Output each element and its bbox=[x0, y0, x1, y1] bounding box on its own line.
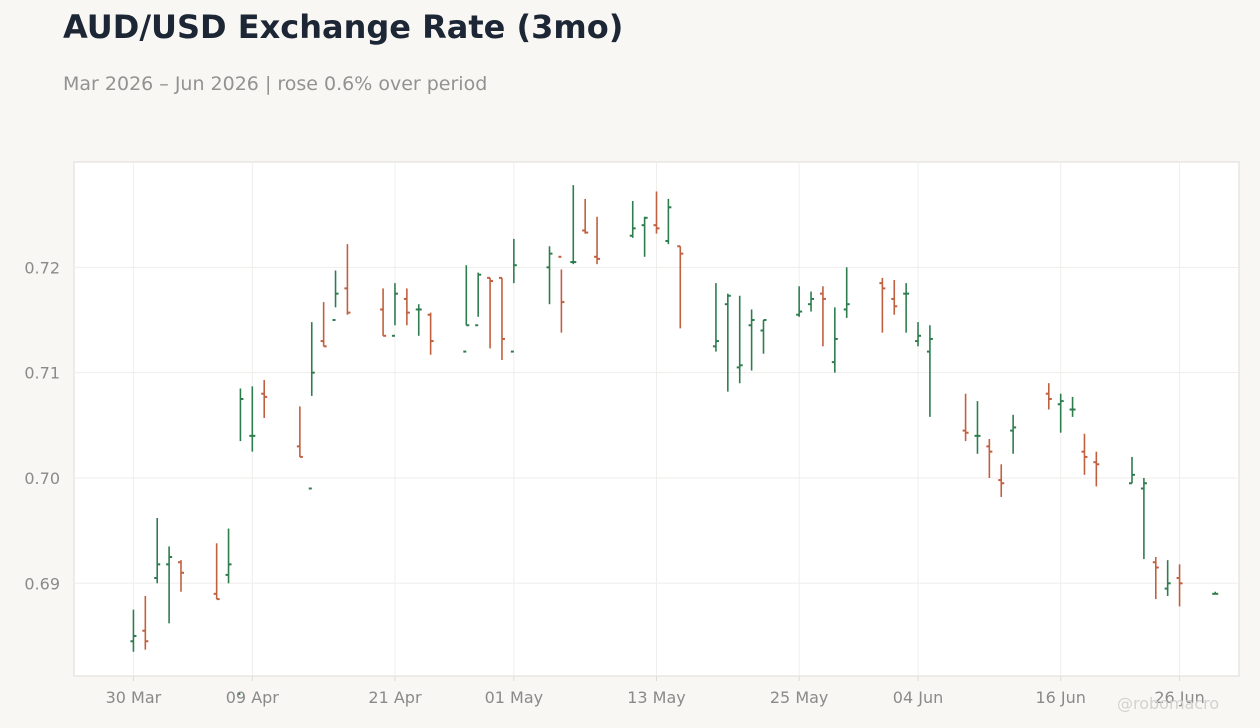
ohlc-bar bbox=[1045, 383, 1052, 410]
ohlc-bar bbox=[130, 609, 137, 652]
ohlc-bar bbox=[558, 255, 565, 333]
ohlc-bar bbox=[1057, 393, 1064, 433]
ohlc-bar bbox=[582, 198, 589, 234]
ohlc-bar bbox=[1069, 396, 1076, 417]
ohlc-bar bbox=[463, 265, 470, 353]
ohlc-bar bbox=[677, 245, 684, 329]
ohlc-bar bbox=[237, 388, 244, 695]
ohlc-bar bbox=[344, 244, 351, 315]
ohlc-bar bbox=[261, 380, 268, 418]
ohlc-bar bbox=[1152, 556, 1159, 600]
ohlc-bar bbox=[926, 325, 933, 417]
ohlc-bar bbox=[1164, 560, 1171, 596]
ohlc-bar bbox=[986, 439, 993, 478]
ohlc-bar bbox=[415, 304, 422, 336]
ohlc-bar bbox=[629, 200, 636, 238]
ohlc-bar bbox=[213, 543, 220, 601]
ohlc-bar bbox=[142, 595, 149, 650]
ohlc-bars bbox=[130, 185, 1219, 695]
ohlc-bar bbox=[391, 283, 398, 337]
x-tick-label: 01 May bbox=[485, 688, 544, 707]
ohlc-bar bbox=[1010, 414, 1017, 454]
ohlc-bar bbox=[665, 198, 672, 245]
ohlc-bar bbox=[1140, 477, 1147, 560]
ohlc-bar bbox=[332, 270, 339, 321]
x-tick-label: 26 Jun bbox=[1154, 688, 1204, 707]
ohlc-bar bbox=[510, 238, 517, 353]
ohlc-bar bbox=[819, 286, 826, 347]
ohlc-bar bbox=[308, 322, 315, 490]
ohlc-bar bbox=[915, 322, 922, 347]
ohlc-bar bbox=[546, 246, 553, 305]
y-tick-label: 0.69 bbox=[24, 574, 60, 593]
ohlc-bar bbox=[808, 291, 815, 312]
ohlc-bar bbox=[594, 216, 601, 265]
ohlc-bar bbox=[403, 288, 410, 326]
ohlc-bar bbox=[1212, 591, 1219, 595]
ohlc-bar bbox=[796, 286, 803, 317]
ohlc-bar bbox=[974, 401, 981, 454]
watermark: @robomacro bbox=[1117, 694, 1220, 713]
chart-title: AUD/USD Exchange Rate (3mo) bbox=[63, 8, 624, 46]
y-tick-label: 0.72 bbox=[24, 258, 60, 277]
ohlc-bar bbox=[998, 464, 1005, 497]
ohlc-bar bbox=[831, 307, 838, 373]
chart-subtitle: Mar 2026 – Jun 2026 | rose 0.6% over per… bbox=[63, 73, 488, 95]
y-tick-label: 0.71 bbox=[24, 364, 60, 383]
x-tick-label: 30 Mar bbox=[106, 688, 162, 707]
ohlc-bar bbox=[427, 312, 434, 355]
ohlc-bar bbox=[570, 185, 577, 265]
ohlc-bar bbox=[320, 302, 327, 348]
ohlc-bar bbox=[891, 279, 898, 315]
x-tick-label: 13 May bbox=[627, 688, 686, 707]
ohlc-bar bbox=[475, 272, 482, 327]
ohlc-bar bbox=[760, 318, 767, 354]
ohlc-bar bbox=[1093, 451, 1100, 487]
ohlc-bar bbox=[1129, 456, 1136, 485]
ohlc-bar bbox=[903, 283, 910, 333]
ohlc-bar bbox=[641, 216, 648, 257]
axis-labels: 0.69 0.70 0.71 0.72 30 Mar 09 Apr 21 Apr 01 May… bbox=[24, 258, 1204, 707]
ohlc-bar bbox=[712, 283, 719, 352]
ohlc-bar bbox=[879, 277, 886, 333]
ohlc-bar bbox=[166, 546, 173, 624]
ohlc-bar bbox=[653, 191, 660, 234]
ohlc-bar bbox=[843, 267, 850, 318]
ohlc-bar bbox=[487, 276, 494, 349]
ohlc-bar bbox=[296, 406, 303, 458]
x-tick-label: 09 Apr bbox=[226, 688, 280, 707]
ohlc-bar bbox=[1081, 433, 1088, 475]
ohlc-bar bbox=[498, 276, 505, 361]
ohlc-bar bbox=[225, 528, 232, 584]
ohlc-bar bbox=[736, 295, 743, 384]
y-tick-label: 0.70 bbox=[24, 469, 60, 488]
ohlc-bar bbox=[154, 518, 161, 584]
x-tick-label: 25 May bbox=[770, 688, 829, 707]
x-tick-label: 04 Jun bbox=[893, 688, 943, 707]
ohlc-bar bbox=[177, 560, 184, 592]
ohlc-bar bbox=[962, 393, 969, 442]
ohlc-bar bbox=[249, 386, 256, 452]
ohlc-bar bbox=[380, 288, 387, 337]
ohlc-bar bbox=[1176, 564, 1183, 607]
x-tick-label: 16 Jun bbox=[1035, 688, 1085, 707]
x-tick-label: 21 Apr bbox=[368, 688, 422, 707]
ohlc-bar bbox=[748, 309, 755, 371]
ohlc-bar bbox=[724, 293, 731, 392]
